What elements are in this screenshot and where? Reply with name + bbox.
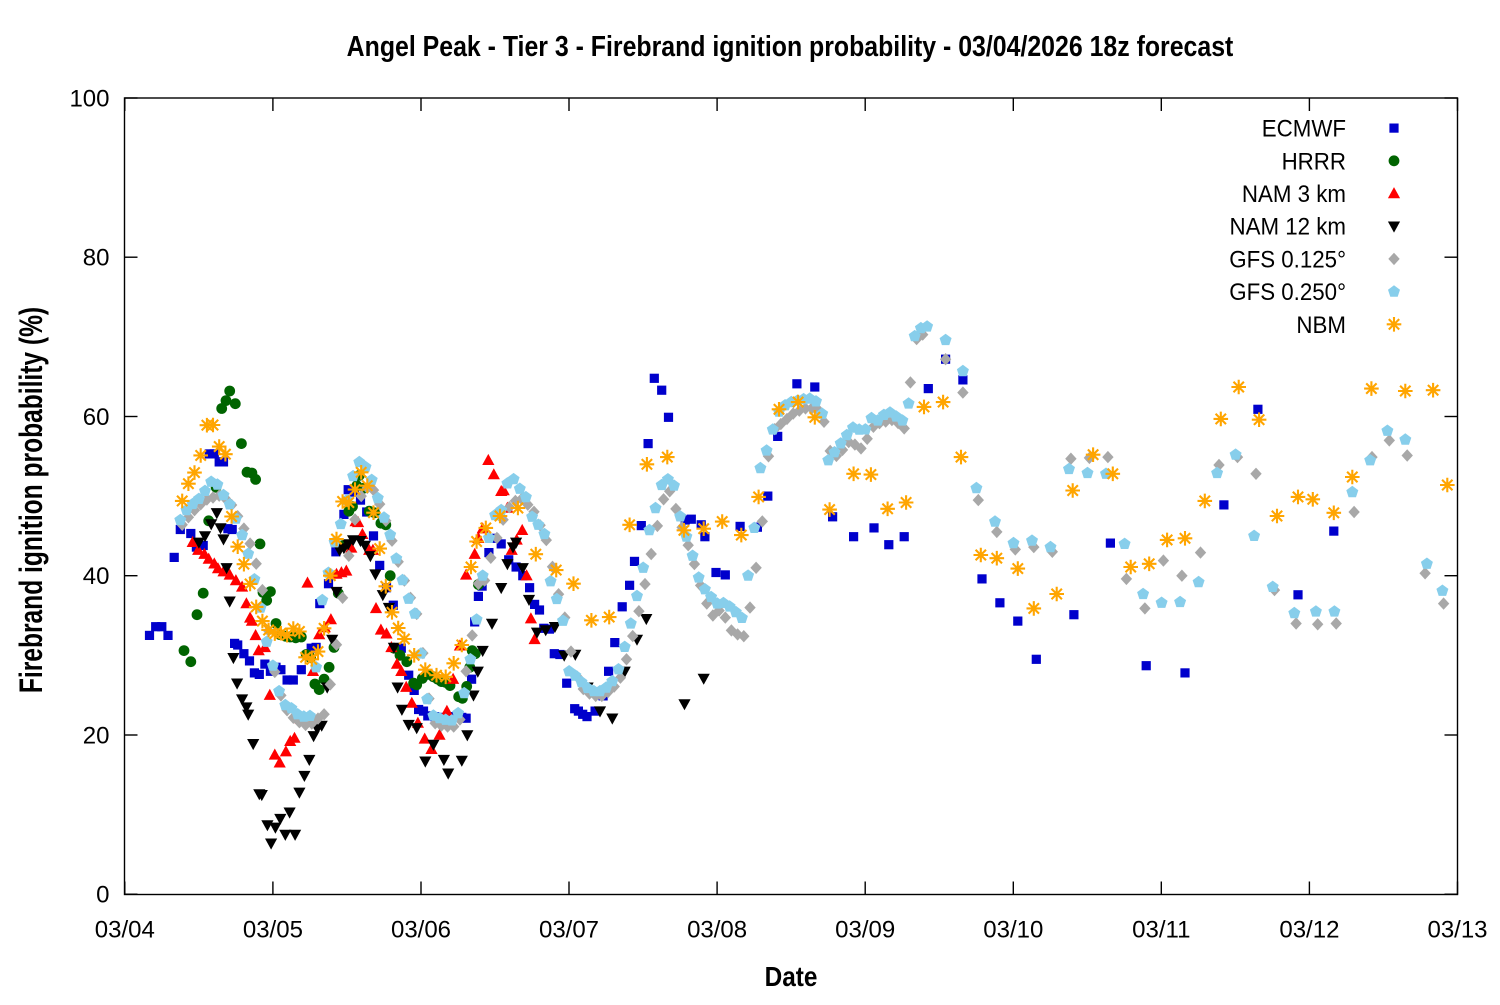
svg-text:03/10: 03/10 [983, 917, 1043, 944]
svg-text:ECMWF: ECMWF [1262, 115, 1346, 142]
svg-text:03/06: 03/06 [391, 917, 451, 944]
svg-text:Date: Date [765, 960, 818, 992]
svg-text:03/12: 03/12 [1279, 917, 1339, 944]
svg-text:20: 20 [83, 723, 110, 750]
svg-text:GFS 0.250°: GFS 0.250° [1229, 278, 1346, 305]
svg-text:40: 40 [83, 563, 110, 590]
svg-text:NAM 3 km: NAM 3 km [1242, 180, 1346, 207]
svg-text:03/13: 03/13 [1427, 917, 1487, 944]
svg-text:Firebrand ignition probability: Firebrand ignition probability (%) [14, 307, 50, 693]
svg-text:80: 80 [83, 245, 110, 272]
svg-text:NAM 12 km: NAM 12 km [1230, 213, 1346, 240]
svg-text:NBM: NBM [1296, 311, 1346, 338]
svg-text:03/09: 03/09 [835, 917, 895, 944]
svg-text:03/07: 03/07 [539, 917, 599, 944]
svg-text:03/04: 03/04 [95, 917, 155, 944]
svg-text:60: 60 [83, 404, 110, 431]
svg-text:Angel Peak - Tier 3 - Firebran: Angel Peak - Tier 3 - Firebrand ignition… [347, 30, 1234, 62]
svg-text:03/08: 03/08 [687, 917, 747, 944]
svg-text:0: 0 [96, 882, 109, 909]
svg-text:100: 100 [69, 86, 109, 113]
svg-text:GFS 0.125°: GFS 0.125° [1229, 246, 1346, 273]
svg-text:03/05: 03/05 [243, 917, 303, 944]
svg-text:03/11: 03/11 [1132, 917, 1190, 944]
svg-text:HRRR: HRRR [1282, 148, 1346, 175]
